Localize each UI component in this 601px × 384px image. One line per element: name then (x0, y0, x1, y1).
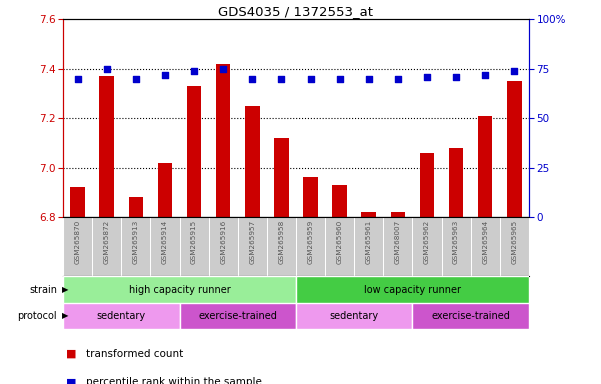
Text: GSM265962: GSM265962 (424, 220, 430, 264)
Text: ▶: ▶ (62, 311, 69, 320)
Text: sedentary: sedentary (330, 311, 379, 321)
Point (160, 71, 170, 78)
Text: GSM265960: GSM265960 (337, 220, 343, 264)
Text: GSM265957: GSM265957 (249, 220, 255, 264)
Text: transformed count: transformed count (86, 349, 183, 359)
Point (335, 76, 344, 82)
Point (480, 71, 490, 78)
Bar (129, 197, 143, 217)
Bar (332, 185, 347, 217)
Text: GSM265914: GSM265914 (162, 220, 168, 264)
Text: GSM265870: GSM265870 (75, 220, 81, 264)
Text: GSM265916: GSM265916 (220, 220, 226, 264)
Point (510, 68, 519, 74)
Text: exercise-trained: exercise-trained (198, 311, 277, 321)
Bar (412, 303, 529, 329)
Text: GSM265965: GSM265965 (511, 220, 517, 264)
Point (73, 76, 82, 82)
Bar (92, 217, 121, 276)
Bar (180, 217, 209, 276)
Text: GSM265963: GSM265963 (453, 220, 459, 264)
Text: ▶: ▶ (62, 285, 69, 294)
Bar (121, 217, 150, 276)
Text: GSM268007: GSM268007 (395, 220, 401, 264)
Point (102, 66, 112, 72)
Bar (478, 116, 492, 217)
Bar (216, 64, 231, 217)
Bar (238, 217, 267, 276)
Text: protocol: protocol (17, 311, 57, 321)
Bar (180, 303, 296, 329)
Text: high capacity runner: high capacity runner (129, 285, 230, 295)
Point (189, 68, 199, 74)
Bar (449, 148, 463, 217)
Bar (383, 217, 412, 276)
Point (364, 76, 374, 82)
Text: sedentary: sedentary (97, 311, 146, 321)
Text: strain: strain (29, 285, 57, 295)
Bar (63, 303, 180, 329)
Point (306, 76, 316, 82)
Bar (296, 276, 529, 303)
Bar (304, 177, 318, 217)
Text: GSM265913: GSM265913 (133, 220, 139, 264)
Point (451, 73, 461, 79)
Point (393, 76, 403, 82)
Bar (187, 86, 201, 217)
Bar (442, 217, 471, 276)
Bar (100, 76, 114, 217)
Text: GSM265958: GSM265958 (278, 220, 284, 264)
Bar (419, 153, 435, 217)
Bar (507, 81, 522, 217)
Bar (500, 217, 529, 276)
Bar (63, 276, 296, 303)
Bar (245, 106, 260, 217)
Bar (209, 217, 238, 276)
Text: percentile rank within the sample: percentile rank within the sample (86, 377, 262, 384)
Point (131, 76, 141, 82)
Text: GSM265915: GSM265915 (191, 220, 197, 264)
Text: GSM265964: GSM265964 (482, 220, 488, 264)
Bar (150, 217, 180, 276)
Text: exercise-trained: exercise-trained (432, 311, 510, 321)
Bar (296, 303, 412, 329)
Bar (296, 217, 325, 276)
Point (218, 66, 228, 72)
Bar (157, 162, 172, 217)
Text: GSM265961: GSM265961 (366, 220, 372, 264)
Point (422, 73, 432, 79)
Bar (471, 217, 500, 276)
Text: ■: ■ (66, 377, 76, 384)
Bar (63, 217, 92, 276)
Bar (274, 138, 288, 217)
Text: ■: ■ (66, 349, 76, 359)
Bar (412, 217, 442, 276)
Bar (325, 217, 354, 276)
Text: low capacity runner: low capacity runner (364, 285, 461, 295)
Text: GSM265872: GSM265872 (104, 220, 110, 264)
Title: GDS4035 / 1372553_at: GDS4035 / 1372553_at (219, 5, 373, 18)
Bar (354, 217, 383, 276)
Bar (267, 217, 296, 276)
Bar (70, 187, 85, 217)
Text: GSM265959: GSM265959 (308, 220, 314, 264)
Point (248, 76, 257, 82)
Point (276, 76, 286, 82)
Bar (361, 212, 376, 217)
Bar (391, 212, 405, 217)
